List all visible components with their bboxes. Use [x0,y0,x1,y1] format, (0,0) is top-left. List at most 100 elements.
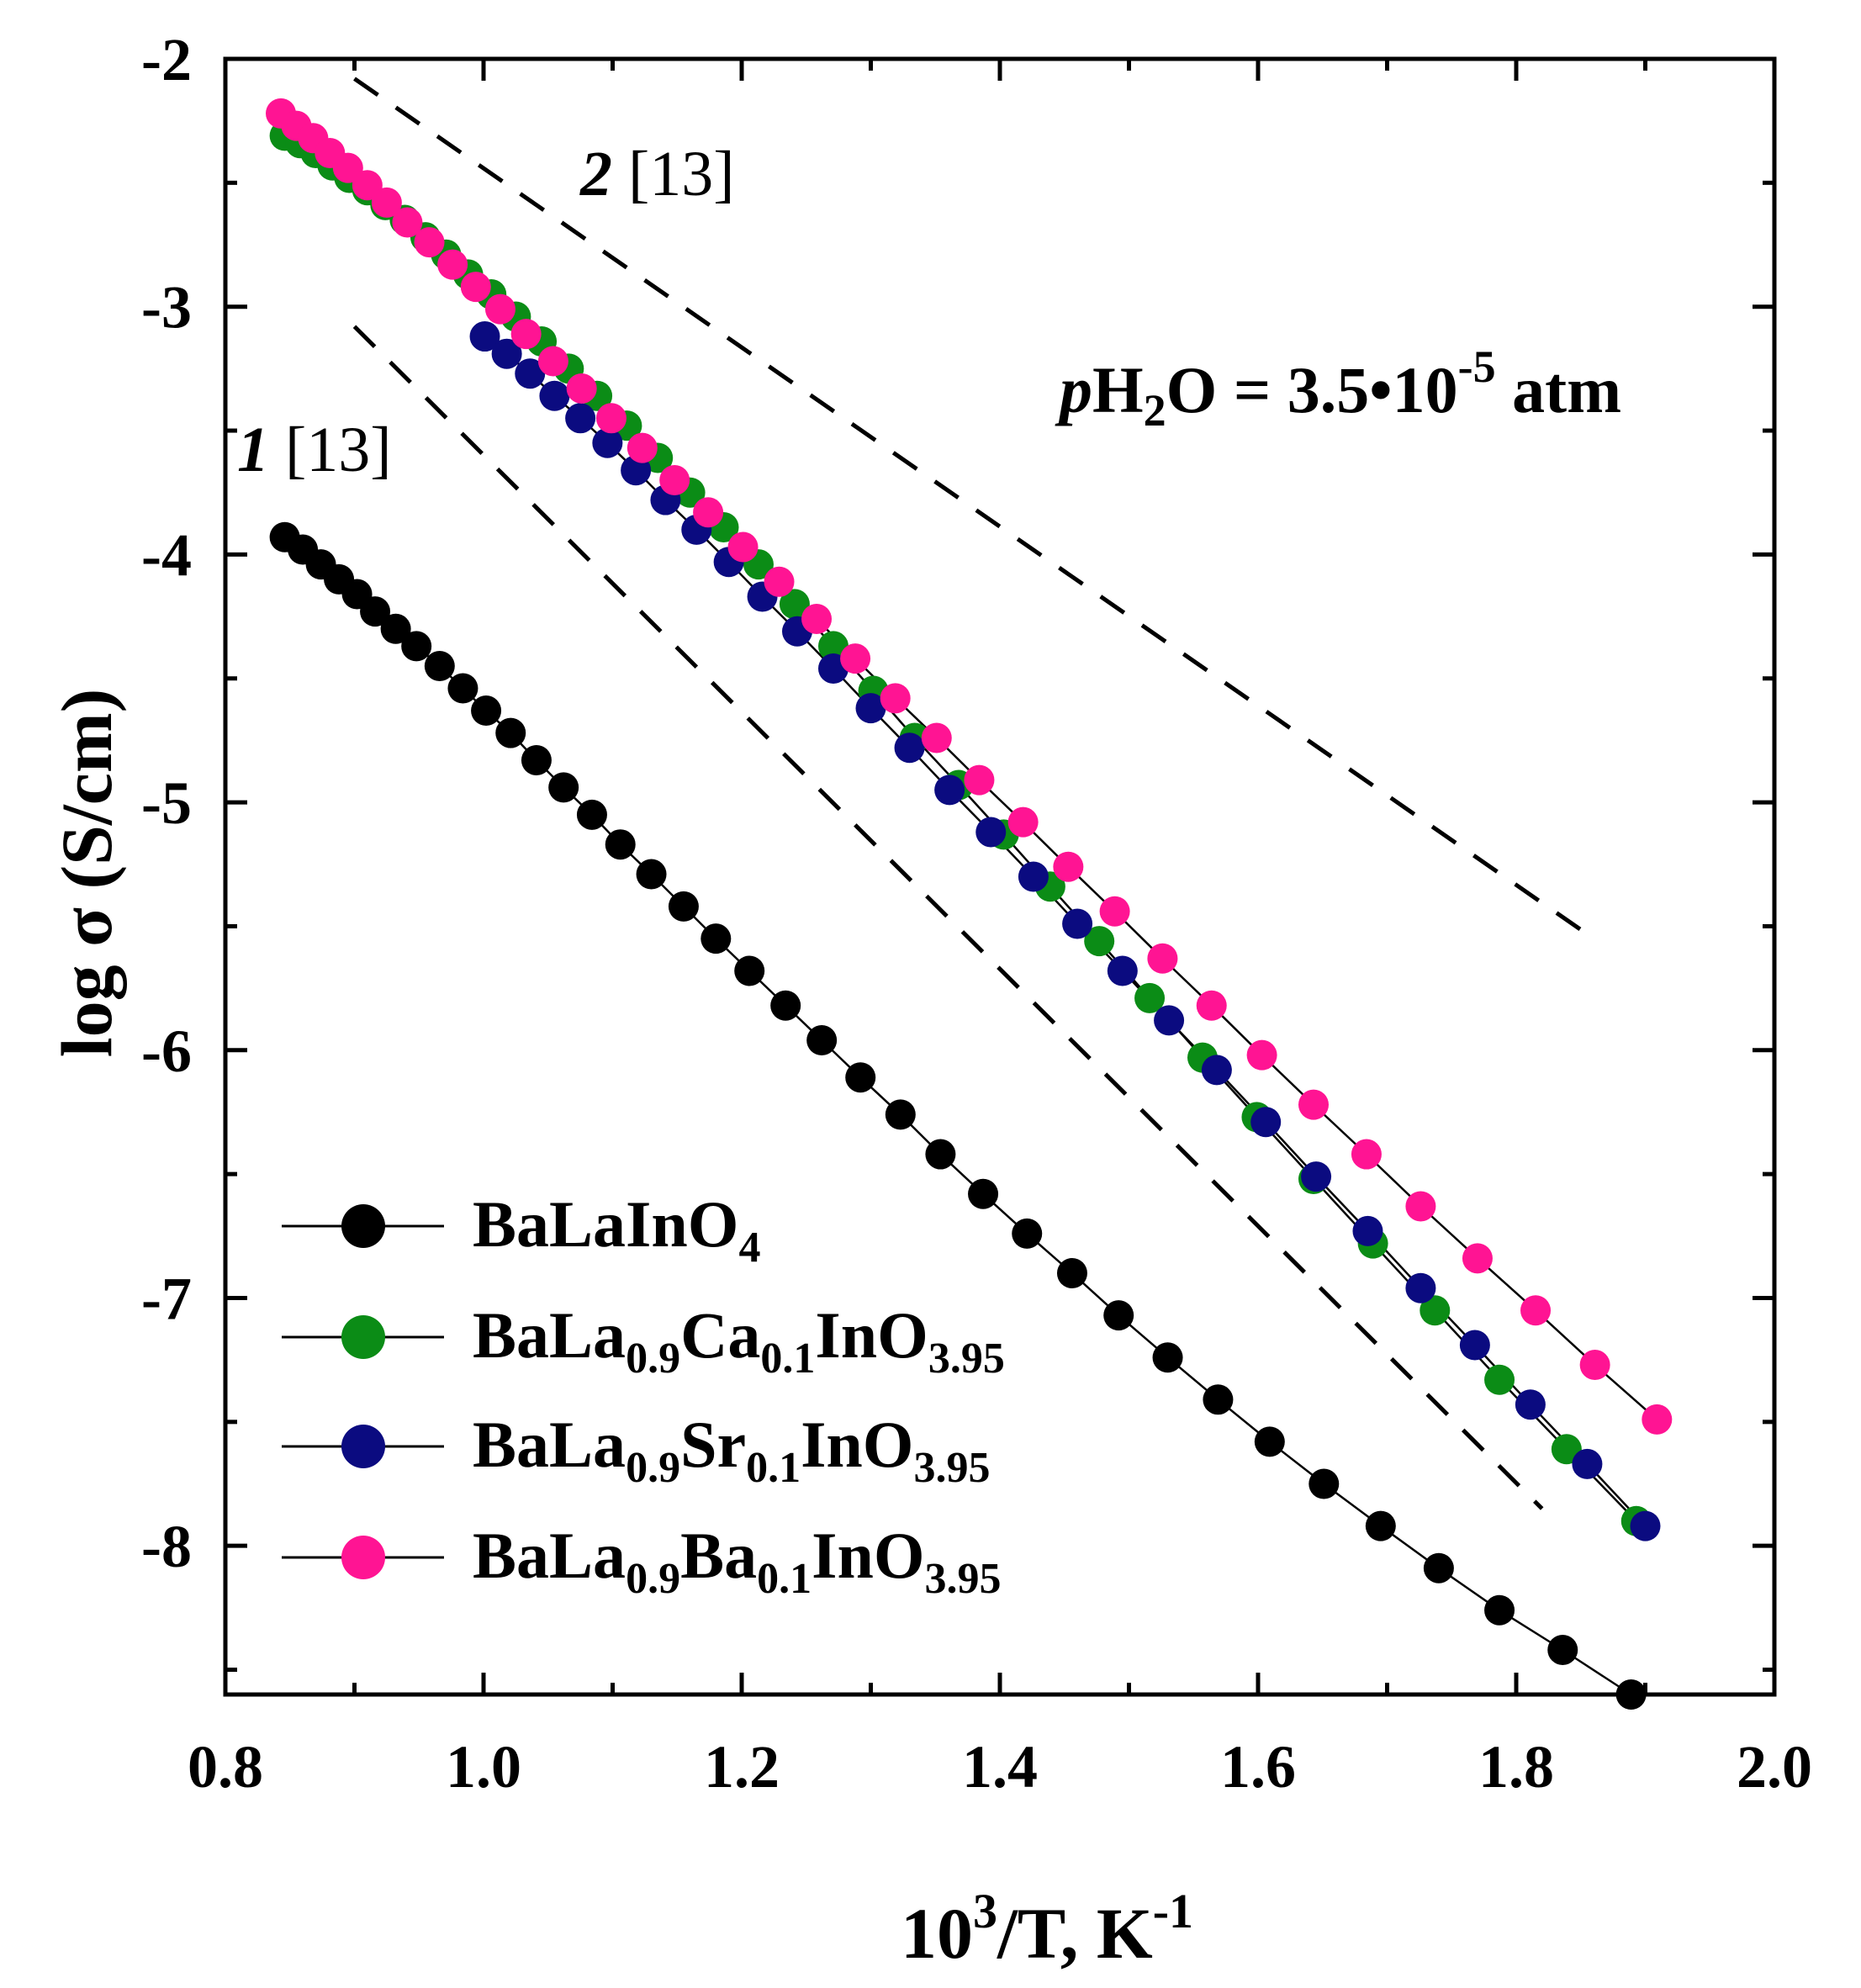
y-tick-label: -5 [141,769,192,837]
data-point [964,764,995,796]
data-point [595,403,627,434]
data-point [817,631,849,662]
data-point [1484,1594,1515,1626]
data-point [659,464,690,495]
x-tick-label: 1.8 [1478,1733,1554,1800]
data-point [515,358,546,389]
legend-label: BaLa0.9Ca0.1InO3.95 [473,1298,1005,1383]
reference-label-1-ref: [13] [269,415,392,485]
data-point [1351,1139,1382,1170]
data-point [414,227,445,258]
x-tick-label: 0.8 [188,1733,263,1800]
data-point [1107,955,1138,986]
data-point [548,772,579,803]
data-point [1134,982,1166,1013]
data-point [1007,806,1039,838]
data-point [1301,1161,1332,1192]
data-point [565,403,596,434]
data-point [1484,1364,1515,1395]
reference-label-2-ref: [13] [612,139,735,209]
data-point [627,432,658,463]
reference-lines [352,77,1595,1510]
data-point [1203,1384,1234,1415]
data-point [636,859,667,890]
data-point [1365,1510,1396,1541]
reference-label-2: 2 [13] [579,139,735,209]
x-axis-title: 103/T, K-1 [901,1884,1193,1974]
data-point [1462,1243,1493,1274]
data-point [1547,1634,1578,1665]
data-point [1520,1295,1552,1326]
data-points [266,98,1673,1710]
data-point [447,673,478,704]
condition-annotation: pH2O = 3.5•10-5 atm [1055,341,1621,436]
data-point [1642,1404,1673,1435]
data-point [460,272,491,303]
data-point [371,187,402,218]
data-point [975,817,1007,848]
y-tick-label: -3 [141,274,192,341]
condition-species: H [1092,353,1144,426]
x-tick-label: 1.2 [704,1733,780,1800]
data-point [469,321,500,352]
legend-label: BaLa0.9Ba0.1InO3.95 [473,1519,1002,1603]
x-tick-label: 1.0 [446,1733,521,1800]
condition-species2: O [1166,353,1218,426]
data-point [934,775,965,806]
data-point [845,1062,876,1093]
data-point [1405,1272,1436,1303]
data-point [968,1178,999,1209]
data-point [1459,1330,1490,1361]
data-point [537,346,568,377]
reference-label-1: 1 [13] [237,415,392,485]
data-point [921,722,952,753]
data-point [1196,990,1227,1021]
y-tick-label: -7 [141,1265,192,1332]
condition-eq: = 3.5•10 [1217,353,1457,426]
data-point [1084,926,1115,957]
x-tick-label: 2.0 [1737,1733,1812,1800]
data-point [1405,1191,1436,1222]
data-point [1352,1215,1383,1246]
data-point [1103,1300,1134,1331]
data-point [605,829,636,860]
data-point [510,319,542,350]
y-axis-title: log σ (S/cm) [46,689,127,1057]
data-point [1012,1218,1043,1249]
data-point [806,1025,838,1055]
data-point [437,249,468,280]
data-point [855,693,886,724]
data-point [332,152,363,183]
data-point [801,604,833,635]
data-point [1298,1089,1330,1120]
data-point [495,717,526,748]
data-point [1250,1107,1282,1138]
data-point [1062,908,1093,939]
data-point [539,380,570,411]
data-point [521,744,552,775]
data-point [1309,1468,1340,1499]
legend-label: BaLa0.9Sr0.1InO3.95 [473,1408,990,1492]
data-point [1515,1389,1546,1420]
data-point [401,631,432,662]
data-point [885,1099,916,1130]
reference-label-2-number: 2 [579,139,612,209]
data-point [566,373,597,404]
data-point [727,531,759,563]
data-point [668,891,699,922]
data-point [880,683,911,714]
data-point [1018,861,1049,892]
data-point [1154,1005,1185,1036]
condition-sub: 2 [1144,385,1166,436]
data-point [1147,943,1178,974]
data-point [1099,896,1130,927]
data-point [392,207,423,238]
data-point [925,1139,956,1170]
data-point [894,732,925,764]
data-point [352,170,383,201]
condition-exp: -5 [1458,341,1496,392]
legend-label: BaLaInO4 [473,1187,760,1272]
data-point [1423,1552,1454,1584]
